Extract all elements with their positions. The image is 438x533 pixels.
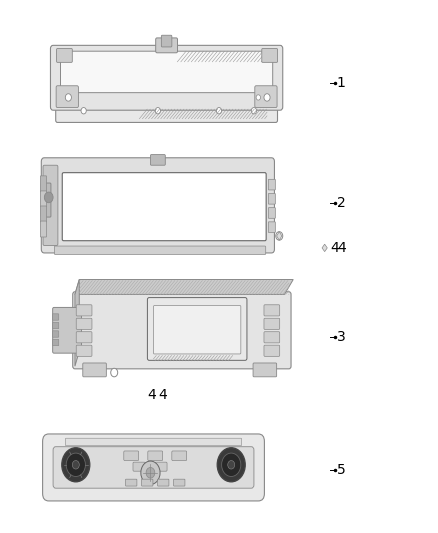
Text: 5: 5 (337, 463, 346, 477)
Circle shape (65, 94, 71, 101)
FancyBboxPatch shape (40, 206, 46, 222)
Text: 4: 4 (330, 241, 339, 255)
FancyBboxPatch shape (50, 45, 283, 110)
FancyBboxPatch shape (172, 451, 187, 461)
FancyBboxPatch shape (57, 49, 72, 62)
FancyBboxPatch shape (264, 318, 280, 329)
Text: 4: 4 (337, 241, 346, 255)
FancyBboxPatch shape (264, 332, 280, 343)
FancyBboxPatch shape (268, 193, 276, 204)
FancyBboxPatch shape (155, 38, 177, 53)
FancyBboxPatch shape (53, 308, 81, 353)
FancyBboxPatch shape (268, 208, 276, 219)
FancyBboxPatch shape (268, 179, 276, 190)
FancyBboxPatch shape (153, 305, 241, 354)
FancyBboxPatch shape (40, 221, 46, 237)
FancyBboxPatch shape (54, 246, 266, 255)
FancyBboxPatch shape (141, 479, 153, 486)
Polygon shape (322, 244, 327, 252)
FancyBboxPatch shape (40, 191, 46, 207)
FancyBboxPatch shape (150, 155, 165, 165)
FancyBboxPatch shape (173, 479, 185, 486)
FancyBboxPatch shape (133, 462, 145, 471)
FancyBboxPatch shape (161, 35, 172, 47)
FancyBboxPatch shape (62, 173, 266, 241)
FancyBboxPatch shape (40, 176, 46, 192)
Circle shape (141, 461, 160, 484)
FancyBboxPatch shape (53, 447, 254, 488)
FancyBboxPatch shape (148, 451, 162, 461)
FancyBboxPatch shape (155, 462, 167, 471)
FancyBboxPatch shape (268, 222, 276, 232)
FancyBboxPatch shape (53, 331, 59, 337)
Text: 4: 4 (147, 388, 155, 402)
Circle shape (216, 108, 222, 114)
FancyBboxPatch shape (53, 340, 59, 346)
FancyBboxPatch shape (42, 434, 265, 501)
Circle shape (111, 368, 118, 377)
Circle shape (251, 108, 257, 114)
FancyBboxPatch shape (124, 451, 139, 461)
FancyBboxPatch shape (76, 345, 92, 357)
FancyBboxPatch shape (83, 363, 106, 377)
Circle shape (44, 192, 53, 203)
FancyBboxPatch shape (56, 93, 278, 123)
FancyBboxPatch shape (76, 332, 92, 343)
FancyBboxPatch shape (41, 183, 51, 217)
FancyBboxPatch shape (264, 305, 280, 316)
FancyBboxPatch shape (53, 314, 59, 320)
FancyBboxPatch shape (253, 363, 277, 377)
FancyBboxPatch shape (41, 158, 275, 253)
Circle shape (81, 108, 86, 114)
FancyBboxPatch shape (43, 165, 58, 246)
Polygon shape (75, 279, 293, 294)
FancyBboxPatch shape (76, 318, 92, 329)
FancyBboxPatch shape (56, 86, 78, 108)
Circle shape (155, 108, 160, 114)
Circle shape (146, 467, 155, 478)
Polygon shape (75, 279, 79, 366)
Circle shape (222, 453, 241, 477)
FancyBboxPatch shape (264, 345, 280, 357)
FancyBboxPatch shape (53, 322, 59, 329)
Circle shape (62, 448, 90, 482)
Circle shape (72, 461, 79, 469)
FancyBboxPatch shape (126, 479, 137, 486)
Text: 4: 4 (158, 388, 166, 402)
Polygon shape (277, 232, 282, 240)
Circle shape (264, 94, 270, 101)
Circle shape (256, 95, 261, 100)
Circle shape (276, 232, 283, 240)
FancyBboxPatch shape (73, 292, 291, 369)
FancyBboxPatch shape (60, 51, 273, 93)
Circle shape (217, 448, 245, 482)
FancyBboxPatch shape (262, 49, 278, 62)
Text: 1: 1 (337, 76, 346, 90)
FancyBboxPatch shape (255, 86, 277, 108)
FancyBboxPatch shape (76, 305, 92, 316)
FancyBboxPatch shape (148, 297, 247, 360)
Text: 3: 3 (337, 330, 346, 344)
FancyBboxPatch shape (158, 479, 169, 486)
Text: 2: 2 (337, 196, 346, 209)
FancyBboxPatch shape (65, 438, 242, 446)
Circle shape (228, 461, 235, 469)
Circle shape (66, 453, 85, 477)
